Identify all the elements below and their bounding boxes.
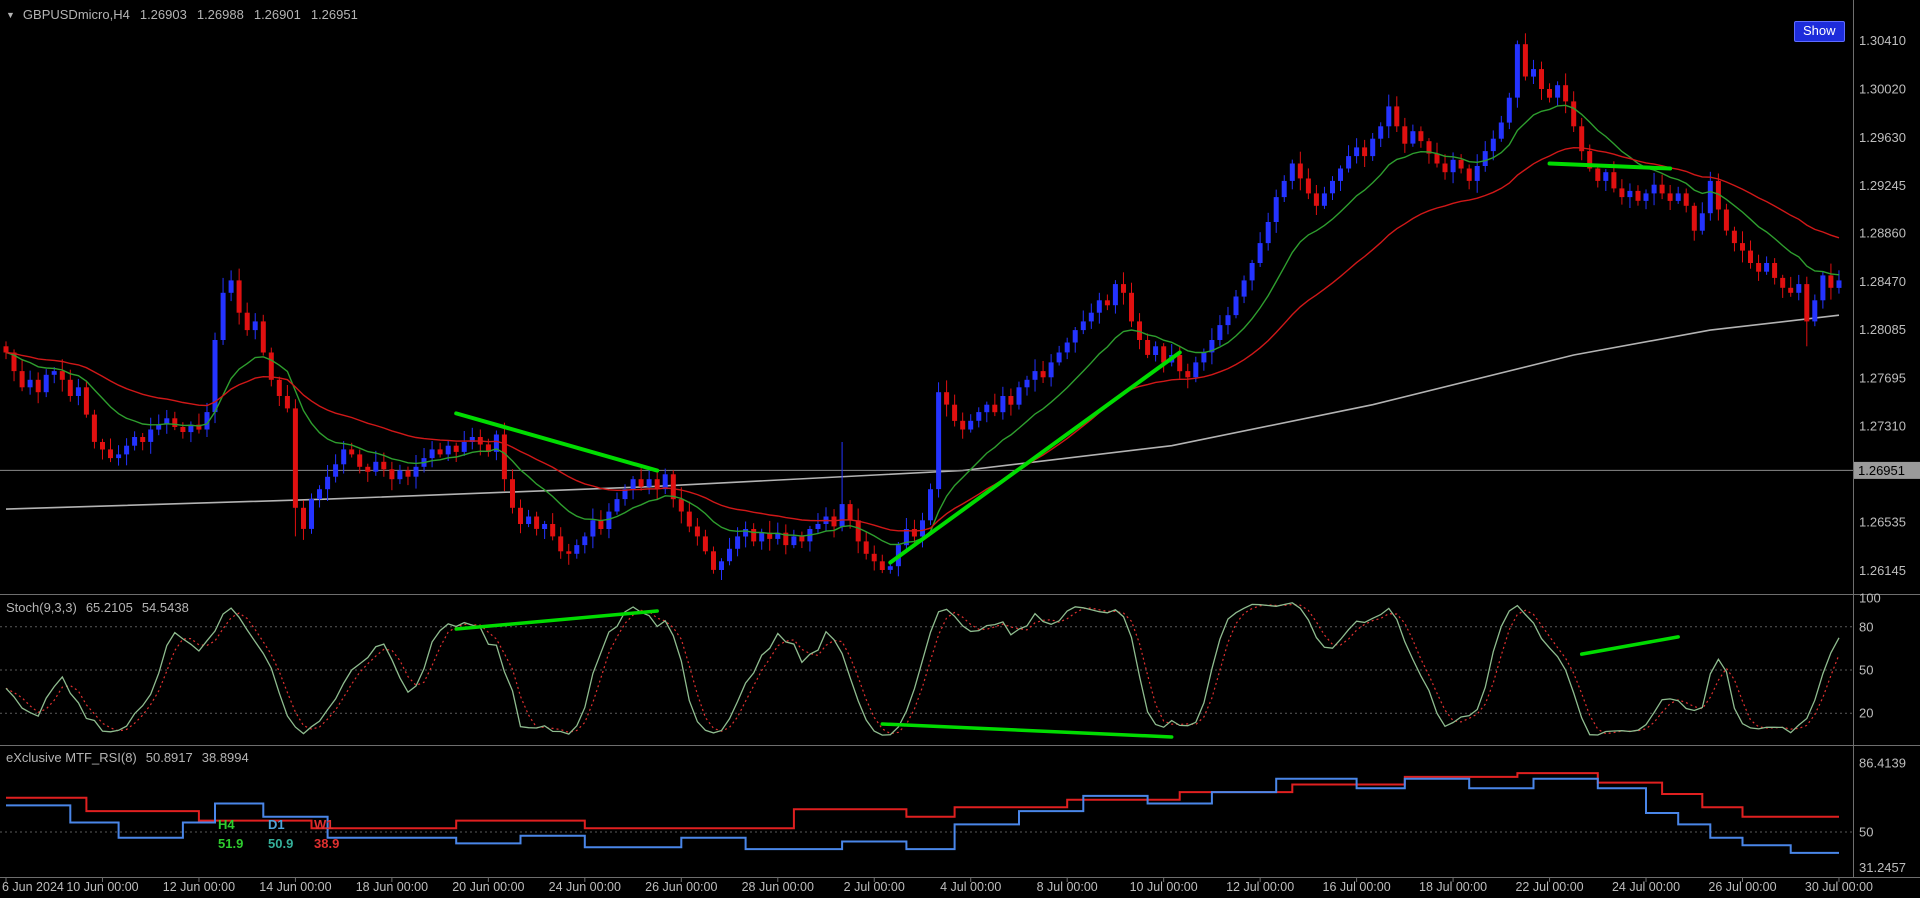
stoch-axis-label: 50 [1859,663,1873,678]
rsi-indicator-name: eXclusive MTF_RSI(8) [6,750,137,765]
rsi-value-1: 50.8917 [145,750,193,765]
collapse-triangle-icon[interactable]: ▼ [6,9,15,20]
time-axis-label: 24 Jun 00:00 [549,880,621,894]
stoch-main-line [5,602,1840,736]
mid-ma-line [5,146,1840,532]
stoch-axis-label: 20 [1859,706,1873,721]
rsi-axis-label: 50 [1859,825,1873,840]
rsi-legend-value-3: 38.9 [314,836,340,851]
green-trendline[interactable] [888,350,1182,565]
price-axis-label: 1.26145 [1859,563,1906,578]
rsi-legend-timeframe-w1: W1 [314,817,334,832]
mtf-rsi-layer [0,772,1853,854]
time-axis-label: 12 Jun 00:00 [163,880,235,894]
rsi-legend-value-1: 51.9 [218,836,244,851]
rsi-axis-label: 86.4139 [1859,755,1906,770]
time-axis-label: 18 Jul 00:00 [1419,880,1487,894]
time-axis-label: 26 Jun 00:00 [645,880,717,894]
stoch-green-trendline[interactable] [880,722,1174,739]
time-axis-label: 6 Jun 2024 [2,880,64,894]
time-axis-label: 4 Jul 00:00 [940,880,1001,894]
price-axis-label: 1.29630 [1859,130,1906,145]
current-price-badge-text: 1.26951 [1858,463,1905,478]
stochastic-layer [0,602,1853,739]
rsi-legend-value-2: 50.9 [268,836,294,851]
price-axis-label: 1.28860 [1859,226,1906,241]
rsi-multi-timeframe-legend: H4 D1 W1 51.9 50.9 38.9 [218,817,360,851]
time-axis-label: 20 Jun 00:00 [452,880,524,894]
slow-ma-line [5,314,1840,510]
show-button[interactable]: Show [1794,21,1845,42]
stoch-signal-line [5,603,1840,735]
price-axis-label: 1.30020 [1859,81,1906,96]
ohlc-high: 1.26988 [196,7,244,22]
time-axis-label: 12 Jul 00:00 [1226,880,1294,894]
price-axis-label: 1.29245 [1859,178,1906,193]
price-axis-label: 1.27695 [1859,370,1906,385]
ohlc-open: 1.26903 [139,7,187,22]
time-axis-label: 14 Jun 00:00 [259,880,331,894]
rsi-axis-label: 31.2457 [1859,860,1906,875]
rsi-panel-title: eXclusive MTF_RSI(8) 50.8917 38.8994 [6,750,249,765]
price-axis-label: 1.30410 [1859,33,1906,48]
rsi-legend-timeframe-d1: D1 [268,817,285,832]
rsi-value-2: 38.8994 [201,750,249,765]
price-axis-label: 1.28085 [1859,322,1906,337]
symbol-ohlc-title: ▼ GBPUSDmicro,H4 1.26903 1.26988 1.26901… [6,7,358,22]
time-axis-label: 16 Jul 00:00 [1323,880,1391,894]
stochastic-panel-title: Stoch(9,3,3) 65.2105 54.5438 [6,600,189,615]
rsi-legend-timeframe-h4: H4 [218,817,235,832]
price-axis-label: 1.28470 [1859,274,1906,289]
stoch-signal-value: 54.5438 [141,600,189,615]
price-axis-label: 1.26535 [1859,515,1906,530]
stoch-main-value: 65.2105 [85,600,133,615]
time-axis-label: 22 Jul 00:00 [1515,880,1583,894]
time-axis-label: 30 Jul 00:00 [1805,880,1873,894]
current-price-badge: 1.26951 [1854,461,1920,479]
green-trendline[interactable] [1547,161,1673,171]
time-axis-label: 10 Jul 00:00 [1130,880,1198,894]
fast-ma-line [5,104,1840,546]
stoch-green-trendline[interactable] [1579,635,1680,656]
stoch-axis-label: 100 [1859,591,1881,606]
time-axis-label: 26 Jul 00:00 [1708,880,1776,894]
ohlc-close: 1.26951 [310,7,358,22]
time-axis-label: 24 Jul 00:00 [1612,880,1680,894]
time-axis-label: 8 Jul 00:00 [1037,880,1098,894]
candles-layer [3,33,1842,580]
rsi-red-step-line [6,772,1839,830]
time-axis-label: 28 Jun 00:00 [742,880,814,894]
stoch-indicator-name: Stoch(9,3,3) [6,600,77,615]
symbol-label: GBPUSDmicro,H4 [22,7,130,22]
time-axis-label: 2 Jul 00:00 [844,880,905,894]
green-trendline[interactable] [454,411,660,473]
time-axis-label: 10 Jun 00:00 [66,880,138,894]
stoch-axis-label: 80 [1859,619,1873,634]
ohlc-low: 1.26901 [253,7,301,22]
stoch-green-trendline[interactable] [454,609,659,631]
price-axis-label: 1.27310 [1859,418,1906,433]
time-axis-label: 18 Jun 00:00 [356,880,428,894]
rsi-blue-step-line [6,777,1839,854]
main-chart-layer [0,33,1853,580]
